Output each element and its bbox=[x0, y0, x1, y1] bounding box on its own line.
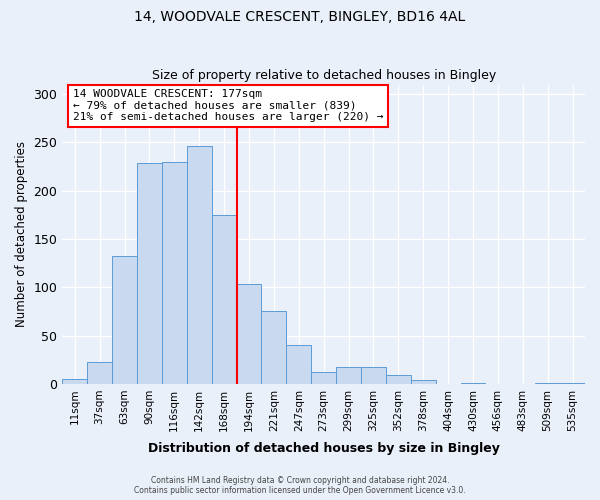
Bar bbox=[286, 346, 311, 384]
Bar bbox=[236, 284, 262, 384]
Bar bbox=[535, 383, 560, 384]
Bar bbox=[112, 256, 137, 384]
Bar bbox=[137, 163, 162, 384]
X-axis label: Distribution of detached houses by size in Bingley: Distribution of detached houses by size … bbox=[148, 442, 500, 455]
Bar bbox=[262, 310, 286, 384]
Y-axis label: Number of detached properties: Number of detached properties bbox=[15, 141, 28, 327]
Bar bbox=[212, 215, 236, 384]
Text: Contains HM Land Registry data © Crown copyright and database right 2024.
Contai: Contains HM Land Registry data © Crown c… bbox=[134, 476, 466, 495]
Bar bbox=[560, 383, 585, 384]
Bar bbox=[62, 379, 87, 384]
Bar bbox=[87, 362, 112, 384]
Bar bbox=[361, 366, 386, 384]
Text: 14 WOODVALE CRESCENT: 177sqm
← 79% of detached houses are smaller (839)
21% of s: 14 WOODVALE CRESCENT: 177sqm ← 79% of de… bbox=[73, 89, 383, 122]
Bar bbox=[311, 372, 336, 384]
Bar bbox=[162, 162, 187, 384]
Text: 14, WOODVALE CRESCENT, BINGLEY, BD16 4AL: 14, WOODVALE CRESCENT, BINGLEY, BD16 4AL bbox=[134, 10, 466, 24]
Bar bbox=[461, 383, 485, 384]
Bar bbox=[386, 375, 411, 384]
Bar bbox=[187, 146, 212, 384]
Bar bbox=[411, 380, 436, 384]
Title: Size of property relative to detached houses in Bingley: Size of property relative to detached ho… bbox=[152, 69, 496, 82]
Bar bbox=[336, 368, 361, 384]
